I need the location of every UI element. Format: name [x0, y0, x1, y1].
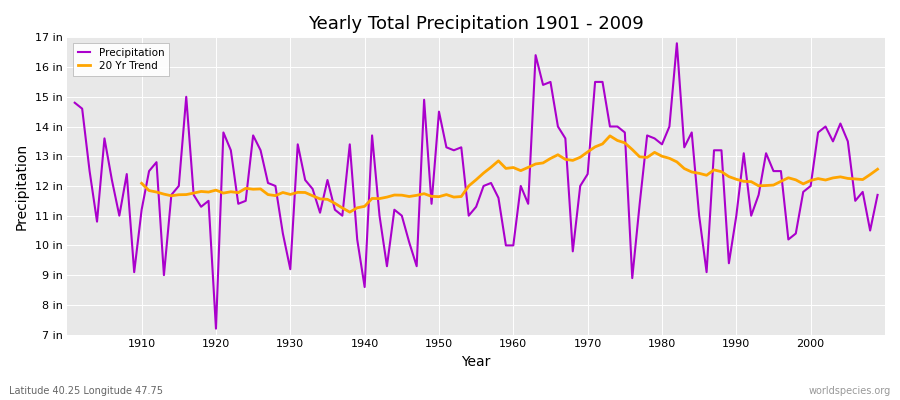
Precipitation: [508, 243, 518, 248]
Precipitation: [129, 270, 140, 274]
20 Yr Trend: [850, 176, 860, 181]
20 Yr Trend: [605, 134, 616, 138]
Precipitation: [605, 124, 616, 129]
20 Yr Trend: [345, 210, 356, 214]
20 Yr Trend: [582, 150, 593, 154]
Y-axis label: Precipitation: Precipitation: [15, 142, 29, 230]
20 Yr Trend: [277, 190, 288, 195]
X-axis label: Year: Year: [462, 355, 490, 369]
Line: Precipitation: Precipitation: [75, 43, 878, 329]
Line: 20 Yr Trend: 20 Yr Trend: [141, 136, 878, 212]
20 Yr Trend: [872, 167, 883, 172]
Precipitation: [872, 192, 883, 197]
Precipitation: [516, 184, 526, 188]
Precipitation: [345, 142, 356, 147]
20 Yr Trend: [307, 193, 318, 198]
Precipitation: [671, 41, 682, 46]
Precipitation: [300, 178, 310, 182]
20 Yr Trend: [523, 165, 534, 170]
Text: worldspecies.org: worldspecies.org: [809, 386, 891, 396]
20 Yr Trend: [136, 181, 147, 186]
Precipitation: [211, 326, 221, 331]
Text: Latitude 40.25 Longitude 47.75: Latitude 40.25 Longitude 47.75: [9, 386, 163, 396]
Legend: Precipitation, 20 Yr Trend: Precipitation, 20 Yr Trend: [73, 42, 169, 76]
20 Yr Trend: [828, 176, 839, 180]
Precipitation: [69, 100, 80, 105]
Title: Yearly Total Precipitation 1901 - 2009: Yearly Total Precipitation 1901 - 2009: [309, 15, 644, 33]
